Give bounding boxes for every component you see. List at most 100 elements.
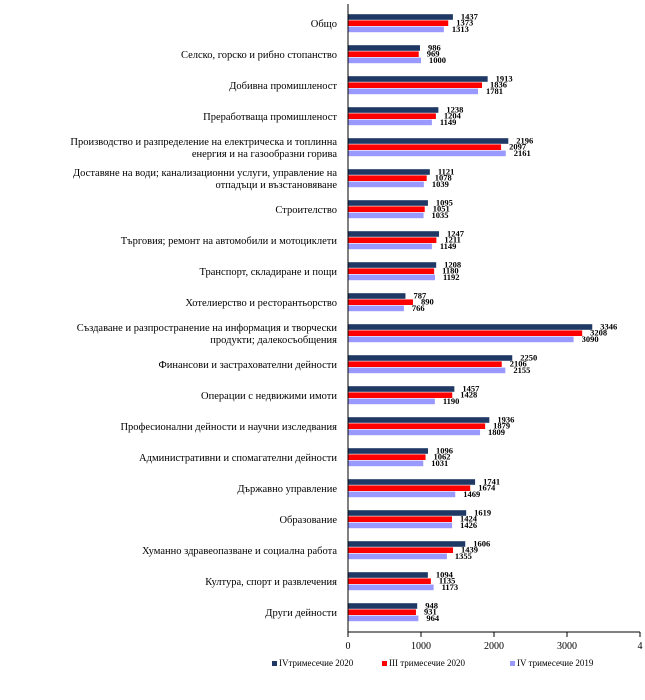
bar xyxy=(348,119,432,126)
bar xyxy=(348,355,513,361)
bar xyxy=(348,615,419,622)
data-label: 1936 xyxy=(497,414,514,424)
data-label: 1424 xyxy=(460,514,478,524)
data-label: 1426 xyxy=(460,520,477,530)
x-tick-label: 4 xyxy=(638,641,643,652)
bar xyxy=(348,45,420,51)
bar xyxy=(348,169,430,175)
category-label: Транспорт, складиране и пощи xyxy=(200,267,338,278)
category-label: Доставяне на води; канализационни услуги… xyxy=(73,168,337,179)
bar xyxy=(348,603,418,609)
data-label: 1192 xyxy=(443,272,460,282)
x-tick-label: 1000 xyxy=(411,641,431,652)
data-label: 1094 xyxy=(436,569,454,579)
data-label: 766 xyxy=(412,303,425,313)
x-tick-label: 0 xyxy=(346,641,351,652)
data-label: 1135 xyxy=(439,576,456,586)
category-label: Добивна промишленост xyxy=(229,81,337,92)
bar xyxy=(348,572,428,578)
category-label: Общо xyxy=(311,19,337,30)
bar xyxy=(348,367,506,374)
data-label: 1457 xyxy=(462,383,480,393)
bar xyxy=(348,175,427,181)
category-label: Производство и разпределение на електрич… xyxy=(70,137,337,148)
data-label: 1039 xyxy=(432,179,449,189)
bar xyxy=(348,51,419,57)
bar xyxy=(348,212,424,219)
bar xyxy=(348,299,413,305)
category-label: Хотелиерство и ресторантьорство xyxy=(185,298,337,309)
data-label: 1437 xyxy=(461,11,479,21)
data-label: 2097 xyxy=(509,142,527,152)
data-label: 1247 xyxy=(447,228,465,238)
data-label: 1439 xyxy=(461,545,478,555)
data-label: 1062 xyxy=(434,452,451,462)
bar xyxy=(348,491,456,498)
data-label: 1121 xyxy=(438,166,455,176)
data-label: 1031 xyxy=(431,458,448,468)
bar xyxy=(348,113,436,119)
category-label: отпадъци и възстановяване xyxy=(216,180,338,191)
data-label: 1313 xyxy=(452,24,469,34)
data-label: 1428 xyxy=(460,390,477,400)
data-label: 969 xyxy=(427,49,440,59)
legend-label: IV тримесечие 2019 xyxy=(517,658,594,668)
data-label: 3208 xyxy=(590,328,607,338)
data-label: 1469 xyxy=(463,489,480,499)
bar xyxy=(348,541,466,547)
category-label: Култура, спорт и развлечения xyxy=(205,577,337,588)
data-label: 1149 xyxy=(440,117,457,127)
bar xyxy=(348,268,435,274)
legend-swatch xyxy=(382,661,387,666)
data-label: 1035 xyxy=(432,210,449,220)
bar xyxy=(348,231,440,237)
data-label: 1879 xyxy=(493,421,510,431)
legend-label: III тримесечие 2020 xyxy=(389,658,465,668)
bar xyxy=(348,305,404,312)
data-label: 1913 xyxy=(496,73,513,83)
bar xyxy=(348,516,452,522)
bar xyxy=(348,243,432,250)
data-label: 1238 xyxy=(446,104,463,114)
bar xyxy=(348,460,424,467)
bar xyxy=(348,423,486,429)
legend-swatch xyxy=(272,661,277,666)
data-label: 2250 xyxy=(520,352,537,362)
bar xyxy=(348,88,479,95)
bar xyxy=(348,609,416,615)
bar xyxy=(348,398,435,405)
legend-label: IVтримесечие 2020 xyxy=(279,658,354,668)
category-label: Преработваща промишленост xyxy=(203,112,337,123)
category-label: енергия и на газообразни горива xyxy=(192,149,338,160)
data-label: 1211 xyxy=(444,235,461,245)
bar xyxy=(348,20,449,26)
bar xyxy=(348,361,502,367)
data-label: 1809 xyxy=(488,427,505,437)
data-label: 1781 xyxy=(486,86,503,96)
bar xyxy=(348,485,471,491)
data-label: 1836 xyxy=(490,80,507,90)
data-label: 1373 xyxy=(456,18,473,28)
data-label: 890 xyxy=(421,297,434,307)
data-label: 1078 xyxy=(435,173,452,183)
data-label: 1149 xyxy=(440,241,457,251)
category-label: Строителство xyxy=(275,205,337,216)
data-label: 1000 xyxy=(429,55,446,65)
data-label: 1355 xyxy=(455,551,472,561)
data-label: 2161 xyxy=(514,148,531,158)
bar xyxy=(348,522,453,529)
bar xyxy=(348,553,447,560)
bar xyxy=(348,392,453,398)
bar xyxy=(348,274,436,281)
bar xyxy=(348,448,429,454)
bar xyxy=(348,82,483,88)
data-label: 1619 xyxy=(474,507,491,517)
bar xyxy=(348,14,453,20)
category-label: Държавно управление xyxy=(237,484,337,495)
data-label: 1095 xyxy=(436,197,453,207)
bar xyxy=(348,547,454,553)
bar xyxy=(348,584,434,591)
data-label: 3346 xyxy=(600,321,617,331)
x-tick-label: 3000 xyxy=(557,641,577,652)
data-label: 964 xyxy=(426,613,440,623)
